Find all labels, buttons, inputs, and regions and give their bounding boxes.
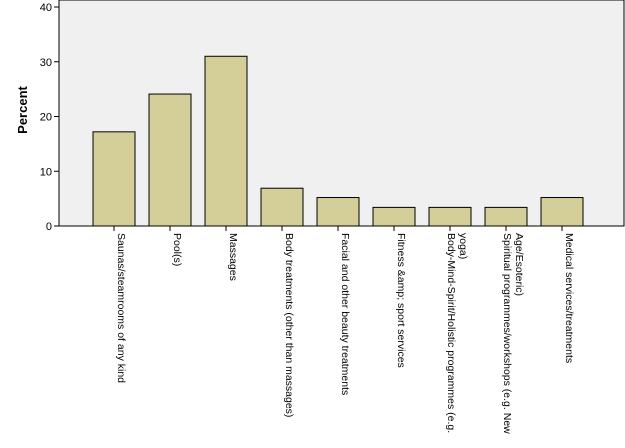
x-category-label: Body treatments (other than massages) — [283, 233, 295, 417]
x-category-label: Body-Mind-Spirit/Holistic programmes (e.… — [445, 233, 457, 433]
x-category-label: Medical services/treatments — [563, 233, 575, 363]
x-category-label: Facial and other beauty treatments — [339, 233, 351, 395]
bar — [260, 187, 304, 227]
y-tick-label: 0 — [46, 221, 52, 233]
y-axis-title: Percent — [15, 85, 30, 133]
x-category-label: Pool(s) — [171, 233, 183, 266]
x-category-label: Fitness &amp; sport services — [395, 233, 407, 368]
bars-group — [92, 55, 584, 227]
x-axis: Saunas/steamrooms of any kind Pool(s) Mass… — [59, 225, 624, 434]
bar — [148, 93, 192, 227]
bar — [484, 206, 528, 227]
y-tick-label: 40 — [40, 2, 52, 14]
bar — [372, 206, 416, 227]
y-tick-label: 20 — [40, 112, 52, 124]
x-category-label: Age/Esoteric) — [513, 233, 525, 296]
x-category-label: Spiritual programmes/workshops (e.g. New — [501, 233, 513, 434]
bar — [316, 197, 360, 227]
y-tick-label: 10 — [40, 166, 52, 178]
x-category-label: yoga) — [457, 233, 469, 259]
y-tick-label: 30 — [40, 57, 52, 69]
x-category-label: Saunas/steamrooms of any kind — [115, 233, 127, 383]
bar — [92, 131, 136, 227]
bar — [428, 206, 472, 227]
y-axis: 0 10 20 30 40 — [40, 0, 60, 233]
x-category-label: Massages — [227, 233, 239, 281]
bar — [204, 55, 248, 227]
bar — [540, 197, 584, 227]
plot-area — [58, 0, 625, 227]
